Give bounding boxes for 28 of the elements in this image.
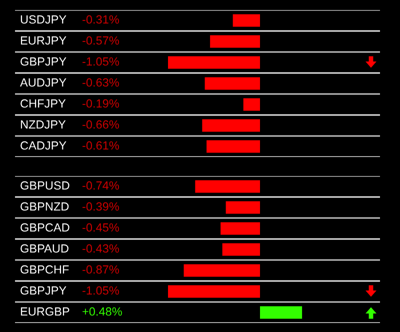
y-tick-label: GBPJPY <box>20 57 66 66</box>
y-tick-label: GBPNZD <box>20 202 69 211</box>
y-tick-label: CHFJPY <box>20 99 66 108</box>
data-label: -0.61% <box>82 141 119 150</box>
y-tick-label: GBPAUD <box>20 244 68 253</box>
y-tick-label: CADJPY <box>20 141 66 150</box>
data-label: -0.57% <box>82 36 119 45</box>
y-tick-label: GBPUSD <box>20 181 70 190</box>
data-label: -0.74% <box>82 181 119 190</box>
data-label: -0.19% <box>82 99 119 108</box>
data-label: -0.63% <box>82 78 119 87</box>
data-label: -1.05% <box>82 286 119 295</box>
y-tick-label: EURGBP <box>20 307 70 316</box>
data-label: -0.39% <box>82 202 119 211</box>
data-label: -0.66% <box>82 120 119 129</box>
data-label: -0.87% <box>82 265 119 274</box>
data-label: -0.31% <box>82 15 119 24</box>
y-tick-label: GBPCHF <box>20 265 69 274</box>
y-tick-label: GBPJPY <box>20 286 66 295</box>
y-tick-label: AUDJPY <box>20 78 66 87</box>
y-tick-label: GBPCAD <box>20 223 70 232</box>
data-label: +0.48% <box>82 307 122 316</box>
data-label: -1.05% <box>82 57 119 66</box>
data-label: -0.45% <box>82 223 119 232</box>
y-tick-label: EURJPY <box>20 36 66 45</box>
y-tick-label: USDJPY <box>20 15 66 24</box>
data-label: -0.43% <box>82 244 119 253</box>
y-tick-label: NZDJPY <box>20 120 66 129</box>
